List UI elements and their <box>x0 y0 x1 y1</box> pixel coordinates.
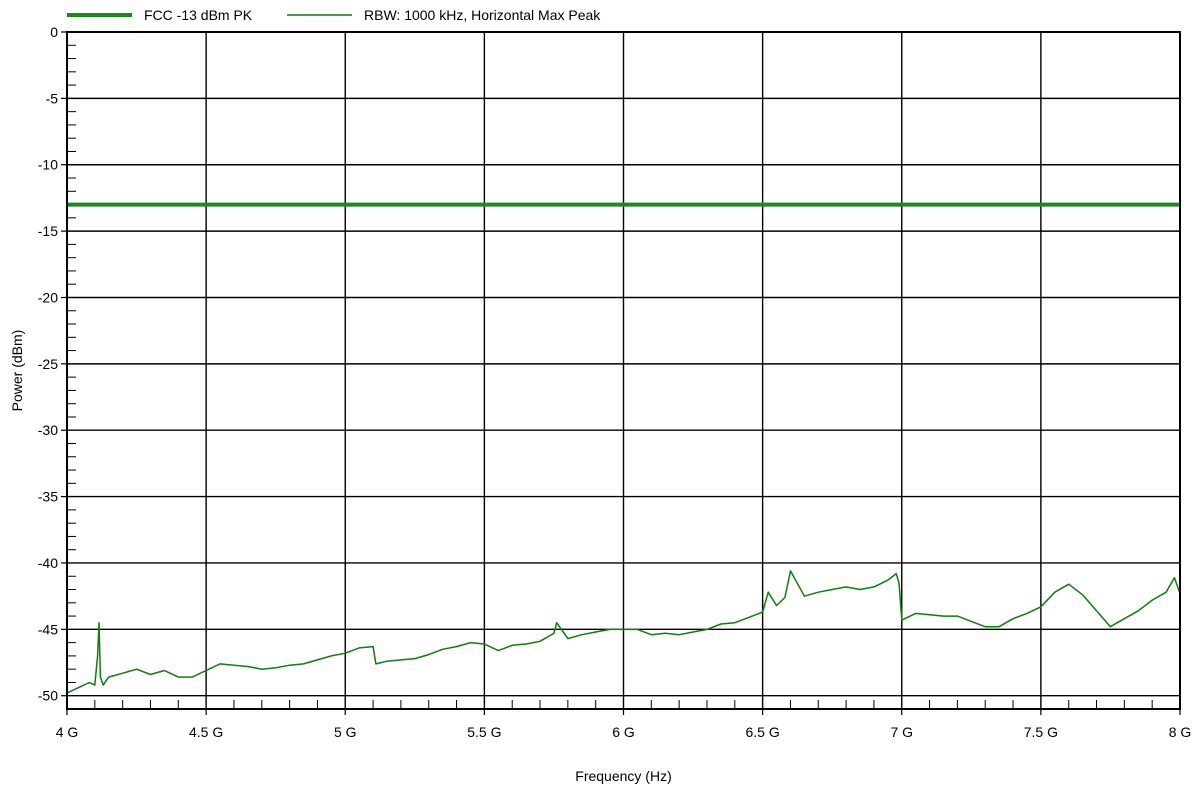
y-tick-label: -35 <box>38 489 58 505</box>
y-tick-label: -20 <box>38 289 58 305</box>
x-tick-label: 6.5 G <box>746 724 780 740</box>
y-tick-label: -30 <box>38 422 58 438</box>
grid <box>61 31 1181 715</box>
plot-frame <box>66 31 1181 710</box>
legend-label: FCC -13 dBm PK <box>144 7 253 23</box>
legend: FCC -13 dBm PK RBW: 1000 kHz, Horizontal … <box>67 7 601 23</box>
y-tick-label: -45 <box>38 621 58 637</box>
x-tick-label: 4 G <box>56 724 79 740</box>
minor-ticks <box>67 44 1153 710</box>
x-tick-label: 8 G <box>1169 724 1192 740</box>
x-axis-label: Frequency (Hz) <box>575 768 671 784</box>
series-layer <box>66 202 1181 694</box>
legend-label: RBW: 1000 kHz, Horizontal Max Peak <box>364 7 601 23</box>
y-tick-label: -15 <box>38 223 58 239</box>
y-axis-label: Power (dBm) <box>9 330 25 412</box>
legend-item: RBW: 1000 kHz, Horizontal Max Peak <box>287 7 601 23</box>
y-tick-label: -50 <box>38 688 58 704</box>
x-tick-label: 5 G <box>334 724 357 740</box>
y-tick-label: 0 <box>50 24 58 40</box>
y-tick-label: -5 <box>46 90 59 106</box>
spectrum-trace-series <box>66 570 1181 694</box>
y-tick-label: -10 <box>38 157 58 173</box>
y-tick-label: -25 <box>38 356 58 372</box>
y-tick-label: -40 <box>38 555 58 571</box>
x-tick-label: 7 G <box>890 724 913 740</box>
x-tick-label: 4.5 G <box>189 724 223 740</box>
x-tick-label: 7.5 G <box>1024 724 1058 740</box>
x-tick-label: 5.5 G <box>467 724 501 740</box>
legend-item: FCC -13 dBm PK <box>67 7 253 23</box>
x-tick-labels: 4 G 4.5 G 5 G 5.5 G 6 G 6.5 G 7 G 7.5 G 8 G <box>56 724 1192 740</box>
x-tick-label: 6 G <box>612 724 635 740</box>
y-tick-labels: 0 -5 -10 -15 -20 -25 -30 -35 -40 -45 -50 <box>38 24 58 704</box>
